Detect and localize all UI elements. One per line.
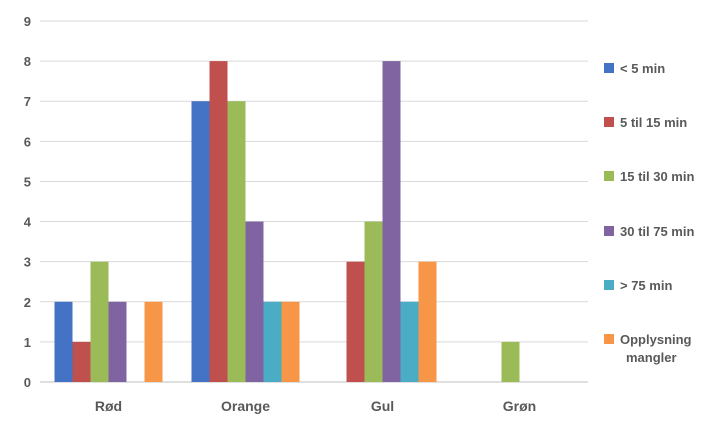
bar (209, 61, 228, 382)
bar (245, 221, 264, 382)
y-tick-label: 5 (24, 174, 31, 189)
y-tick-label: 0 (24, 375, 31, 390)
legend-label: > 75 min (620, 278, 672, 293)
x-category-label: Rød (95, 398, 122, 414)
bar (108, 301, 127, 382)
y-tick-label: 4 (24, 215, 32, 230)
legend-swatch (604, 171, 614, 181)
legend-label: 15 til 30 min (620, 169, 694, 184)
bar (263, 301, 282, 382)
bar (227, 101, 246, 382)
y-tick-label: 2 (24, 295, 31, 310)
bar (144, 301, 163, 382)
bar (346, 261, 365, 382)
legend-label: < 5 min (620, 61, 665, 76)
legend-label: 5 til 15 min (620, 115, 687, 130)
legend-label: Opplysning (620, 332, 692, 347)
bar (364, 221, 383, 382)
bar (501, 341, 520, 382)
y-tick-label: 8 (24, 54, 31, 69)
y-tick-label: 3 (24, 255, 31, 270)
x-category-label: Grøn (503, 398, 536, 414)
x-category-label: Orange (221, 398, 270, 414)
bar (90, 261, 109, 382)
x-category-label: Gul (371, 398, 394, 414)
bar (191, 101, 210, 382)
legend-swatch (604, 226, 614, 236)
bar (54, 301, 73, 382)
legend-label: mangler (626, 350, 677, 365)
y-tick-label: 6 (24, 134, 31, 149)
legend-swatch (604, 280, 614, 290)
bar (418, 261, 437, 382)
legend-swatch (604, 117, 614, 127)
legend-swatch (604, 334, 614, 344)
bar (281, 301, 300, 382)
bar (382, 61, 401, 382)
bar (400, 301, 419, 382)
y-tick-label: 1 (24, 335, 31, 350)
legend-swatch (604, 63, 614, 73)
y-tick-label: 7 (24, 94, 31, 109)
legend-label: 30 til 75 min (620, 224, 694, 239)
bar (72, 341, 91, 382)
y-tick-label: 9 (24, 14, 31, 29)
